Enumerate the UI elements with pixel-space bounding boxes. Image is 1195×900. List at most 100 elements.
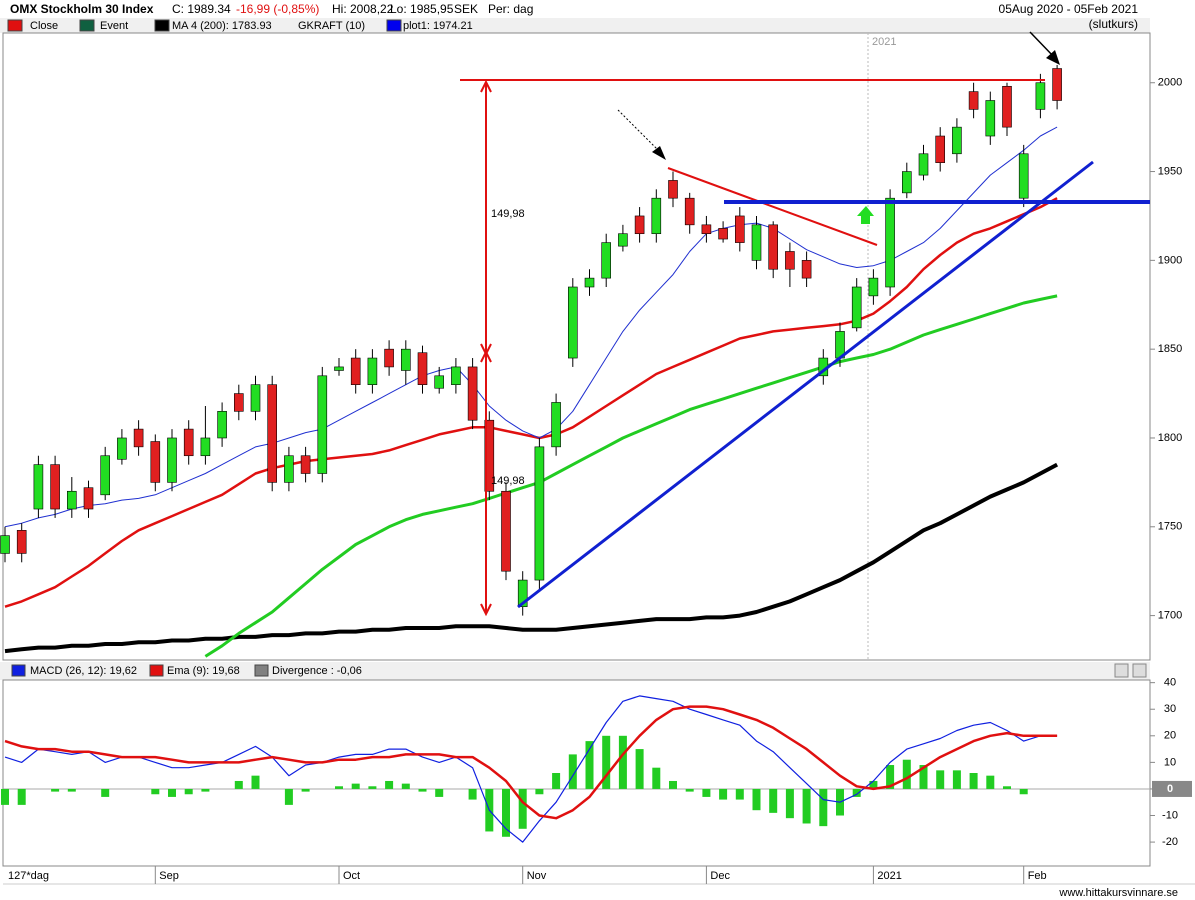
range-label: 149,98 <box>491 208 525 220</box>
histogram-bar <box>17 788 26 805</box>
histogram-bar <box>401 783 410 789</box>
histogram-bar <box>151 788 160 795</box>
histogram-bar <box>67 788 76 792</box>
annotations: 2021 149,98 149,98 <box>460 31 1150 617</box>
site: www.hittakursvinnare.se <box>1058 887 1178 899</box>
legend-label: Event <box>100 20 128 32</box>
legend-swatch <box>154 19 170 32</box>
candle-body <box>668 180 678 199</box>
candle-body <box>684 197 695 226</box>
histogram-bar <box>335 786 343 789</box>
histogram-bar <box>986 775 995 789</box>
y-tick-label: -20 <box>1162 836 1178 848</box>
candle-body <box>952 126 962 155</box>
histogram-bar <box>618 735 627 789</box>
candle-body <box>885 197 895 288</box>
candle-body <box>1052 68 1062 101</box>
histogram-bar <box>101 788 110 797</box>
x-tick-label: Feb <box>1028 870 1047 882</box>
down-trend-line <box>667 167 878 246</box>
candle-body <box>868 277 879 297</box>
pointer-head <box>652 146 666 160</box>
candle-body <box>584 277 595 288</box>
candle-body <box>901 171 912 194</box>
histogram-bar <box>51 788 60 792</box>
legend-swatch <box>7 19 23 32</box>
candle-body <box>367 357 378 385</box>
histogram-bar <box>1019 788 1028 795</box>
candle-body <box>618 233 628 247</box>
histogram-bar <box>468 788 477 800</box>
histogram-bar <box>201 788 210 792</box>
currency: SEK <box>454 2 478 16</box>
macd-legend-bar <box>0 662 1150 680</box>
candle-body <box>250 384 261 412</box>
candle-body <box>567 286 578 359</box>
candle-body <box>16 530 27 554</box>
breakout-arrow <box>857 206 874 224</box>
candle-body <box>234 393 244 412</box>
y-tick-label: 40 <box>1164 677 1176 689</box>
histogram-bar <box>769 788 778 813</box>
legend-swatch <box>149 664 164 677</box>
candle-body <box>501 490 511 572</box>
histogram-bar <box>1 788 9 805</box>
histogram-bar <box>635 749 644 789</box>
line-series <box>4 126 1058 528</box>
histogram-bar <box>552 773 561 789</box>
year-label: 2021 <box>872 36 896 48</box>
close-button[interactable] <box>1132 663 1147 678</box>
period: Per: dag <box>488 2 533 16</box>
candle-body <box>0 535 10 554</box>
close-value: C: 1989.34 <box>172 2 231 16</box>
candle-body <box>918 153 929 176</box>
candle-body <box>300 455 311 474</box>
histogram-bar <box>568 754 577 789</box>
candle-body <box>1018 153 1029 199</box>
candle-body <box>133 428 144 448</box>
legend-label: MA 4 (200): 1783.93 <box>172 20 272 32</box>
arrow-heads <box>480 79 492 617</box>
candle-body <box>601 242 612 279</box>
pointer-head <box>1046 50 1060 65</box>
candle-body <box>851 286 862 329</box>
legend-swatch <box>11 664 26 677</box>
histogram-bar <box>301 788 310 792</box>
candle-body <box>200 437 211 457</box>
histogram-bar <box>184 788 193 795</box>
histogram-bar <box>735 788 744 800</box>
line-series <box>4 695 1058 843</box>
histogram-bar <box>168 788 176 797</box>
candle-body <box>384 348 394 368</box>
y-tick-label: 1900 <box>1158 254 1182 266</box>
low-value: Lo: 1985,95 <box>390 2 454 16</box>
zero-box <box>1152 780 1192 797</box>
candle-body <box>417 352 428 385</box>
line-series <box>204 294 1058 658</box>
legend-label: MACD (26, 12): 19,62 <box>30 665 137 677</box>
candle-body <box>150 441 161 483</box>
candle-body <box>751 224 762 261</box>
candle-body <box>785 251 795 270</box>
candle-body <box>634 215 645 235</box>
candle-body <box>400 348 411 371</box>
candle-body <box>484 419 495 492</box>
legend-bar <box>0 18 1150 33</box>
legend-label: plot1: 1974.21 <box>403 20 473 32</box>
y-tick-label: 0 <box>1167 783 1173 795</box>
candle-body <box>935 135 946 163</box>
candle-body <box>551 402 561 448</box>
tool-button[interactable] <box>1114 663 1129 678</box>
y-tick-label: 1700 <box>1158 610 1182 622</box>
legend-label: Ema (9): 19,68 <box>167 665 240 677</box>
histogram-bar <box>919 765 928 789</box>
histogram-bar <box>518 788 527 829</box>
candle-body <box>33 464 44 510</box>
histogram-bar <box>852 788 861 797</box>
histogram-bar <box>936 770 945 789</box>
histogram-bar <box>585 741 594 789</box>
histogram-bar <box>752 788 761 811</box>
candle-body <box>167 437 177 483</box>
histogram-bar <box>602 735 611 789</box>
histogram-bar <box>368 786 377 789</box>
